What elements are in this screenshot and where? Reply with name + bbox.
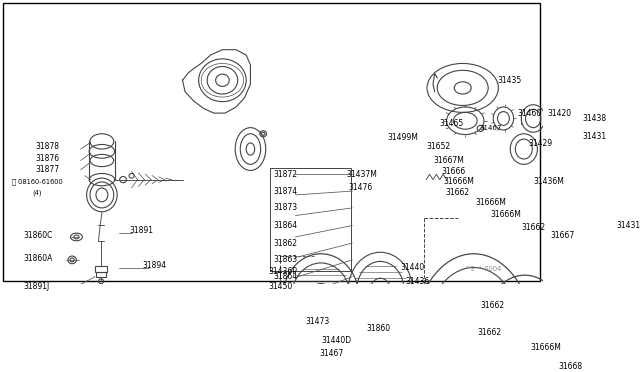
Text: 31863: 31863 — [273, 256, 298, 264]
Text: 31431D: 31431D — [616, 221, 640, 230]
Text: 31878: 31878 — [36, 142, 60, 151]
Text: 31467: 31467 — [479, 125, 502, 131]
Text: 31662: 31662 — [477, 328, 501, 337]
Text: 31429: 31429 — [528, 139, 552, 148]
Text: 31874: 31874 — [273, 187, 298, 196]
Text: 31467: 31467 — [319, 349, 344, 357]
Text: 31662: 31662 — [445, 188, 470, 197]
Text: 31662: 31662 — [521, 223, 545, 232]
Text: 31891J: 31891J — [24, 282, 50, 291]
Text: 31666M: 31666M — [531, 343, 561, 352]
Text: 31877: 31877 — [36, 165, 60, 174]
Text: 31431: 31431 — [582, 132, 607, 141]
Text: 31667M: 31667M — [433, 156, 464, 165]
Text: 31440: 31440 — [401, 263, 425, 272]
Text: 31435: 31435 — [497, 76, 522, 85]
Text: 31499M: 31499M — [387, 133, 418, 142]
Text: 31860C: 31860C — [24, 231, 53, 240]
Text: 31436: 31436 — [406, 277, 430, 286]
Text: 31873: 31873 — [273, 203, 298, 212]
Text: ^3  * 0004: ^3 * 0004 — [465, 266, 502, 272]
Text: 31652: 31652 — [426, 142, 451, 151]
Text: 31440D: 31440D — [321, 336, 351, 344]
Text: Ⓑ 08160-61600: Ⓑ 08160-61600 — [12, 179, 63, 185]
Text: 31436P: 31436P — [268, 267, 297, 276]
Text: 31894: 31894 — [143, 262, 167, 270]
Text: 31872: 31872 — [273, 170, 298, 179]
Text: 31465: 31465 — [440, 119, 464, 128]
Text: 31437M: 31437M — [346, 170, 377, 179]
Text: 31667: 31667 — [550, 231, 574, 240]
Text: 31891: 31891 — [129, 226, 153, 235]
Text: 31864: 31864 — [273, 272, 298, 281]
Text: 31876: 31876 — [36, 154, 60, 163]
Bar — [96, 272, 106, 277]
Text: 31420: 31420 — [548, 109, 572, 118]
Text: 31666: 31666 — [442, 167, 466, 176]
Text: 31666M: 31666M — [491, 209, 522, 218]
Text: 31666M: 31666M — [443, 177, 474, 186]
Text: 31860A: 31860A — [24, 254, 53, 263]
Text: 31436M: 31436M — [533, 177, 564, 186]
Text: 31666M: 31666M — [476, 198, 506, 207]
Text: 31864: 31864 — [273, 221, 298, 230]
Text: 31460: 31460 — [518, 109, 542, 118]
Text: 31450: 31450 — [268, 282, 292, 291]
Text: 31438: 31438 — [582, 114, 607, 123]
Text: 31662: 31662 — [481, 301, 505, 310]
Text: 31862: 31862 — [273, 238, 298, 247]
Text: 31476: 31476 — [348, 183, 372, 192]
Text: (4): (4) — [32, 189, 42, 196]
Text: 31668: 31668 — [559, 362, 583, 371]
Bar — [95, 266, 107, 272]
Text: 31473: 31473 — [306, 317, 330, 326]
Bar — [270, 168, 351, 271]
Text: 31860: 31860 — [367, 324, 391, 333]
